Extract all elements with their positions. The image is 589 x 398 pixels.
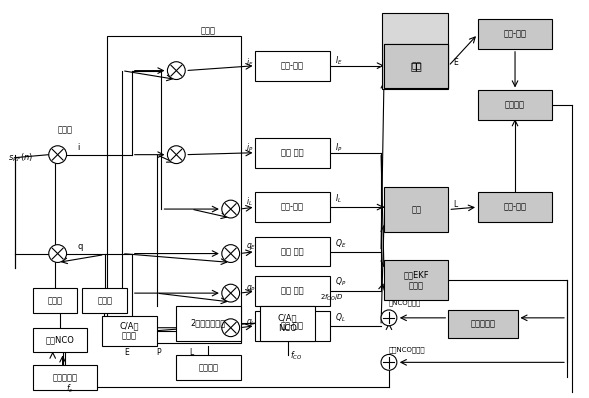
- Circle shape: [49, 146, 67, 164]
- FancyBboxPatch shape: [256, 237, 330, 266]
- Text: $f_c$: $f_c$: [65, 383, 73, 395]
- Circle shape: [381, 355, 397, 370]
- Text: 码积分器: 码积分器: [198, 363, 219, 372]
- Text: $Q_L$: $Q_L$: [335, 312, 345, 324]
- Text: $q_E$: $q_E$: [246, 241, 256, 252]
- FancyBboxPatch shape: [33, 288, 77, 313]
- Text: $f_{CO}$: $f_{CO}$: [290, 349, 303, 362]
- Text: 码环滤波器: 码环滤波器: [471, 319, 495, 328]
- Circle shape: [222, 200, 240, 218]
- FancyBboxPatch shape: [33, 328, 87, 353]
- Text: 幅値: 幅値: [411, 61, 422, 71]
- Circle shape: [222, 319, 240, 337]
- Text: 积分-清除: 积分-清除: [281, 321, 304, 330]
- Text: 积分-清除: 积分-清除: [504, 29, 527, 39]
- Text: 2位移位寄存器: 2位移位寄存器: [191, 319, 226, 328]
- Text: 载波积分器: 载波积分器: [52, 373, 78, 382]
- FancyBboxPatch shape: [176, 355, 240, 380]
- Text: 积分-清除: 积分-清除: [281, 203, 304, 212]
- Text: E: E: [124, 348, 128, 357]
- Text: $i_E$: $i_E$: [246, 57, 253, 69]
- FancyBboxPatch shape: [478, 19, 552, 49]
- Text: C/A码
发生器: C/A码 发生器: [120, 321, 139, 340]
- FancyBboxPatch shape: [260, 306, 315, 341]
- Text: 码NCO偏移量: 码NCO偏移量: [389, 300, 421, 306]
- Text: $i_L$: $i_L$: [246, 196, 252, 209]
- Circle shape: [167, 62, 185, 80]
- Text: 相关器: 相关器: [201, 27, 216, 35]
- FancyBboxPatch shape: [256, 138, 330, 168]
- Text: 余弦表: 余弦表: [97, 296, 112, 305]
- Circle shape: [222, 284, 240, 302]
- Text: 混频器: 混频器: [58, 125, 72, 135]
- FancyBboxPatch shape: [382, 13, 448, 90]
- Text: $I_P$: $I_P$: [335, 142, 342, 154]
- Text: 正弦表: 正弦表: [48, 296, 62, 305]
- FancyBboxPatch shape: [478, 90, 552, 120]
- FancyBboxPatch shape: [384, 260, 448, 300]
- Text: 积分 清除: 积分 清除: [281, 148, 304, 157]
- FancyBboxPatch shape: [478, 192, 552, 222]
- Text: 幅値: 幅値: [411, 62, 421, 71]
- Text: L: L: [189, 348, 193, 357]
- Text: 积分-清除: 积分-清除: [504, 203, 527, 212]
- Text: $I_L$: $I_L$: [335, 193, 342, 205]
- Text: 误差检测: 误差检测: [505, 101, 525, 110]
- Text: $q_L$: $q_L$: [246, 317, 255, 328]
- Text: 积分 清除: 积分 清除: [281, 287, 304, 296]
- FancyBboxPatch shape: [176, 306, 240, 341]
- Circle shape: [222, 245, 240, 262]
- Text: i: i: [77, 143, 80, 152]
- Text: 积分 清除: 积分 清除: [281, 247, 304, 256]
- FancyBboxPatch shape: [256, 311, 330, 341]
- Text: C/A码
NCO: C/A码 NCO: [278, 314, 297, 333]
- FancyBboxPatch shape: [33, 365, 97, 390]
- Text: 幅値: 幅値: [411, 205, 421, 214]
- Text: P: P: [157, 348, 161, 357]
- FancyBboxPatch shape: [384, 44, 448, 88]
- FancyBboxPatch shape: [448, 310, 518, 338]
- Text: E: E: [453, 58, 458, 67]
- FancyBboxPatch shape: [384, 187, 448, 232]
- Text: $Q_E$: $Q_E$: [335, 238, 346, 250]
- Text: $s_{RF}(n)$: $s_{RF}(n)$: [8, 151, 34, 164]
- Text: $Q_P$: $Q_P$: [335, 276, 346, 289]
- FancyBboxPatch shape: [256, 51, 330, 80]
- Text: $i_P$: $i_P$: [246, 142, 253, 154]
- Text: $I_E$: $I_E$: [335, 55, 342, 67]
- Circle shape: [381, 310, 397, 326]
- Text: $2f_{CO}/D$: $2f_{CO}/D$: [320, 293, 343, 303]
- Text: 二阶EKF
滤波器: 二阶EKF 滤波器: [403, 271, 429, 290]
- Circle shape: [167, 146, 185, 164]
- Text: 积分-清除: 积分-清除: [281, 61, 304, 70]
- FancyBboxPatch shape: [256, 276, 330, 306]
- Text: L: L: [453, 200, 458, 209]
- Text: 载波NCO: 载波NCO: [46, 336, 75, 345]
- Text: q: q: [77, 242, 83, 251]
- Text: $q_P$: $q_P$: [246, 283, 256, 294]
- FancyBboxPatch shape: [82, 288, 127, 313]
- Circle shape: [49, 245, 67, 262]
- FancyBboxPatch shape: [384, 44, 448, 88]
- FancyBboxPatch shape: [256, 192, 330, 222]
- Text: 载波NCO偏移量: 载波NCO偏移量: [389, 346, 426, 353]
- FancyBboxPatch shape: [102, 316, 157, 345]
